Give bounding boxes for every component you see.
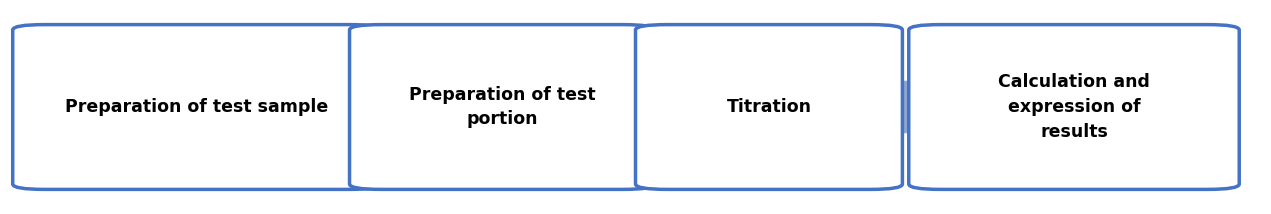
FancyBboxPatch shape (13, 25, 381, 189)
Polygon shape (322, 60, 404, 154)
Text: Calculation and
expression of
results: Calculation and expression of results (998, 73, 1150, 141)
FancyBboxPatch shape (909, 25, 1239, 189)
FancyBboxPatch shape (636, 25, 902, 189)
FancyBboxPatch shape (350, 25, 655, 189)
Text: Preparation of test sample: Preparation of test sample (65, 98, 329, 116)
Text: Titration: Titration (727, 98, 811, 116)
Polygon shape (872, 60, 953, 154)
Polygon shape (605, 60, 686, 154)
Text: Preparation of test
portion: Preparation of test portion (409, 86, 595, 128)
